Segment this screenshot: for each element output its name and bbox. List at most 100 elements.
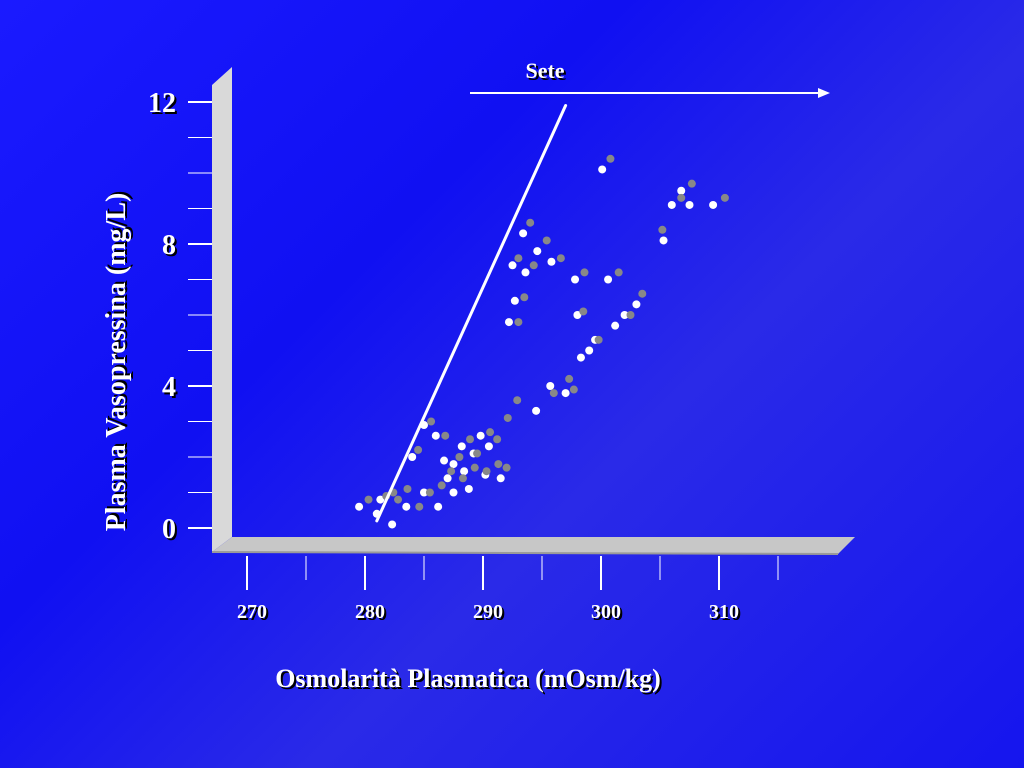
data-point — [667, 200, 676, 209]
data-point — [571, 275, 580, 284]
data-point — [510, 296, 519, 305]
data-point — [484, 442, 493, 451]
data-point — [470, 463, 479, 472]
data-point — [513, 396, 522, 405]
data-point — [466, 435, 475, 444]
data-point — [364, 495, 373, 504]
data-point — [561, 389, 570, 398]
data-point — [658, 225, 667, 234]
floor — [212, 537, 855, 554]
data-point — [547, 257, 556, 266]
data-point — [579, 307, 588, 316]
data-point — [526, 218, 535, 227]
data-point — [709, 200, 718, 209]
data-point — [449, 460, 458, 469]
data-point — [529, 261, 538, 270]
y-axis: 0 4 8 12 — [148, 88, 212, 545]
data-point — [493, 435, 502, 444]
x-tick-label: 290 — [473, 601, 503, 623]
data-point — [431, 431, 440, 440]
data-point — [434, 502, 443, 511]
x-tick-label: 300 — [591, 601, 621, 623]
x-tick-label: 310 — [709, 601, 739, 623]
data-point — [626, 311, 635, 319]
data-point — [458, 474, 467, 483]
x-axis: 270 280 290 300 310 — [237, 556, 779, 623]
data-point — [486, 428, 495, 437]
data-point — [677, 186, 686, 195]
data-point — [476, 431, 485, 440]
data-points — [355, 154, 729, 529]
data-point — [546, 382, 555, 390]
y-tick-label: 8 — [162, 230, 176, 261]
data-point — [376, 495, 385, 504]
y-tick-label: 12 — [148, 88, 176, 119]
data-point — [408, 453, 417, 461]
data-point — [585, 346, 594, 355]
data-point — [437, 481, 446, 490]
data-point — [604, 275, 613, 284]
y-tick-label: 4 — [162, 372, 176, 403]
data-point — [457, 442, 466, 451]
data-point — [687, 179, 696, 188]
data-point — [533, 247, 542, 256]
data-point — [549, 389, 558, 398]
data-point — [502, 463, 511, 472]
data-point — [508, 261, 517, 270]
data-point — [482, 467, 491, 476]
data-point — [556, 254, 565, 263]
data-point — [685, 200, 694, 209]
y-axis-title: Plasma Vasopressina (mg/L) — [101, 193, 132, 532]
data-point — [394, 495, 403, 504]
data-point — [402, 502, 411, 511]
x-tick-label: 270 — [237, 601, 267, 623]
data-point — [542, 236, 551, 245]
data-point — [514, 318, 523, 327]
y-tick-label: 0 — [162, 514, 176, 545]
data-point — [441, 431, 450, 440]
x-axis-title: Osmolarità Plasmatica (mOsm/kg) — [275, 664, 661, 693]
data-point — [494, 460, 503, 469]
data-point — [415, 502, 424, 511]
data-point — [420, 488, 428, 497]
data-point — [496, 474, 505, 483]
data-point — [425, 488, 434, 497]
data-point — [519, 229, 528, 238]
data-point — [677, 193, 686, 202]
data-point — [521, 268, 530, 277]
regression-line — [375, 104, 568, 523]
back-wall — [212, 67, 232, 552]
data-point — [632, 300, 641, 309]
data-point — [520, 293, 529, 302]
data-point — [594, 335, 603, 344]
data-point — [414, 445, 423, 454]
data-point — [514, 254, 523, 263]
data-point — [455, 453, 464, 461]
data-point — [443, 474, 452, 483]
data-point — [388, 520, 397, 529]
data-point — [532, 406, 541, 415]
data-point — [611, 321, 620, 330]
data-point — [606, 154, 615, 163]
data-point — [638, 289, 647, 298]
data-point — [355, 502, 364, 511]
data-point — [565, 374, 574, 383]
data-point — [504, 318, 513, 327]
data-point — [573, 311, 582, 319]
data-point — [580, 268, 589, 277]
data-point — [473, 449, 482, 458]
annotation-label: Sete — [525, 58, 564, 83]
data-point — [720, 193, 729, 202]
data-point — [440, 456, 449, 465]
data-point — [659, 236, 668, 245]
data-point — [620, 311, 629, 319]
x-tick-label: 280 — [355, 601, 385, 623]
data-point — [464, 484, 473, 493]
data-point — [460, 467, 469, 476]
annotation-arrow — [470, 88, 830, 98]
data-point — [449, 488, 458, 497]
data-point — [614, 268, 623, 277]
data-point — [427, 417, 436, 426]
data-point — [598, 165, 607, 174]
